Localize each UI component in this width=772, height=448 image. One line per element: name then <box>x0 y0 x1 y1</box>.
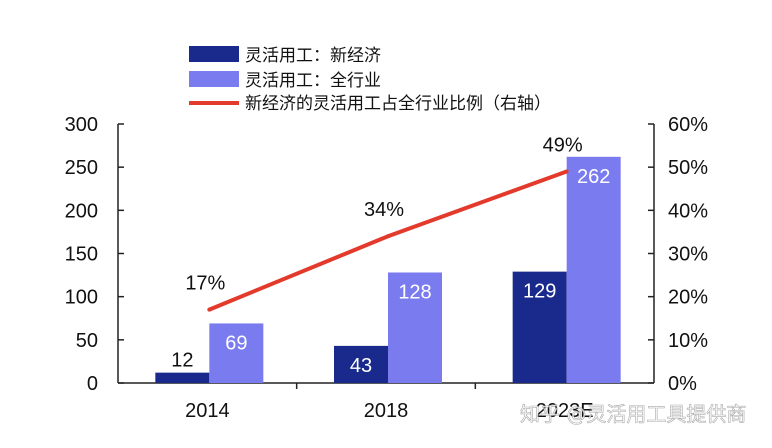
bar-all-industry <box>566 156 621 383</box>
y-tick-label-left: 150 <box>65 244 98 266</box>
ratio-line-point <box>386 234 390 239</box>
legend-label-all-industry: 灵活用工：全行业 <box>245 71 381 91</box>
watermark: 知乎 @灵活用工具提供商 <box>520 402 746 426</box>
y-tick-label-right: 20% <box>668 287 708 309</box>
legend: 灵活用工：新经济 灵活用工：全行业 新经济的灵活用工占全行业比例（右轴） <box>189 46 551 114</box>
y-tick-label-left: 300 <box>65 114 98 136</box>
bar-new-economy <box>512 271 567 383</box>
x-tick-label: 2023E <box>536 400 594 422</box>
y-tick-label-right: 50% <box>668 157 708 179</box>
y-tick-label-right: 0% <box>668 373 697 395</box>
legend-swatch-new-economy <box>189 46 239 62</box>
y-tick-label-left: 250 <box>65 157 98 179</box>
ratio-data-label: 34% <box>364 199 404 221</box>
x-tick-label: 2014 <box>185 400 230 422</box>
y-tick-label-left: 100 <box>65 287 98 309</box>
y-tick-label-right: 40% <box>668 200 708 222</box>
bar-data-label: 128 <box>398 281 431 303</box>
ratio-line-point <box>564 169 569 174</box>
bar-all-industry <box>209 323 264 383</box>
bar-data-label: 43 <box>350 355 372 377</box>
bar-data-label: 69 <box>225 332 247 354</box>
legend-swatch-all-industry <box>189 71 239 87</box>
ratio-data-label: 49% <box>543 134 583 156</box>
y-tick-label-left: 0 <box>87 373 98 395</box>
legend-label-ratio-line: 新经济的灵活用工占全行业比例（右轴） <box>245 94 551 114</box>
y-tick-label-right: 10% <box>668 330 708 352</box>
bar-data-label: 12 <box>171 350 193 372</box>
ratio-line-point <box>207 307 212 312</box>
bar-new-economy <box>155 372 210 383</box>
y-tick-label-left: 50 <box>76 330 98 352</box>
plot-area: 0 50 100 150 200 250 300 0% 10% 20% 30% 40% 50% 60% 20… <box>65 114 709 422</box>
x-tick-label: 2018 <box>364 400 409 422</box>
ratio-data-label: 17% <box>185 273 225 295</box>
y-tick-label-left: 200 <box>65 200 98 222</box>
bar-new-economy <box>334 345 388 383</box>
bar-all-industry <box>388 272 442 383</box>
bar-data-label: 129 <box>523 281 556 303</box>
y-tick-label-right: 30% <box>668 244 708 266</box>
bar-data-label: 262 <box>577 166 610 188</box>
legend-label-new-economy: 灵活用工：新经济 <box>245 46 381 66</box>
y-tick-label-right: 60% <box>668 114 708 136</box>
